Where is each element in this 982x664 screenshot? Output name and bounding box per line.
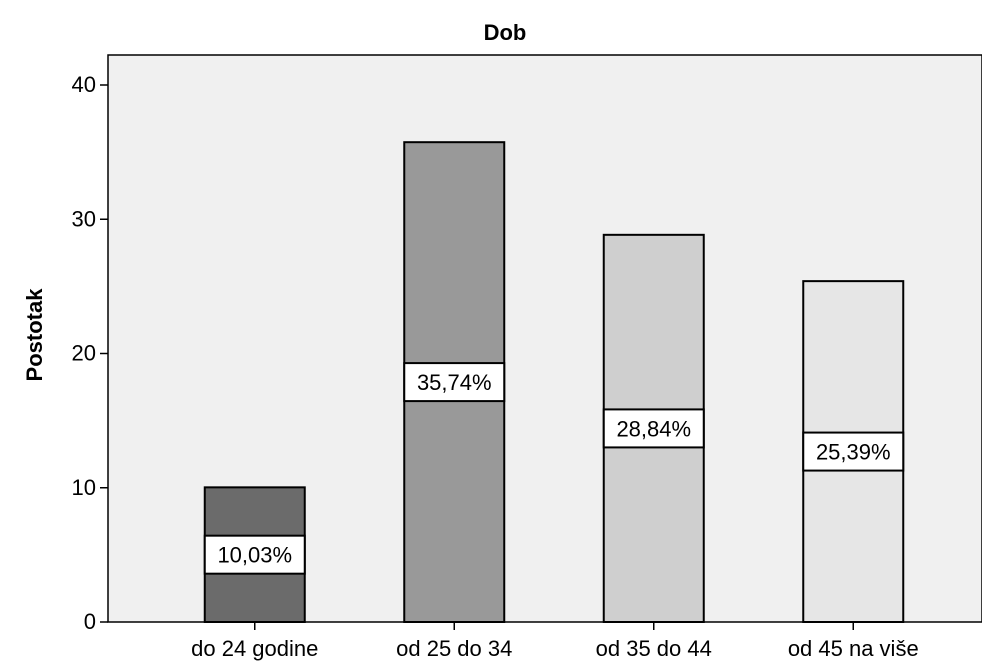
data-label: 25,39%: [816, 440, 891, 465]
chart-title: Dob: [484, 20, 527, 45]
y-tick-label: 0: [84, 609, 96, 634]
x-category-label: od 35 do 44: [596, 636, 712, 661]
x-category-label: do 24 godine: [191, 636, 318, 661]
y-tick-label: 10: [72, 475, 96, 500]
data-label-box: [802, 431, 905, 472]
data-label: 28,84%: [616, 416, 691, 441]
data-label-box: [203, 534, 306, 575]
data-labels: 10,03% 35,74% 28,84% 25,39%: [203, 362, 905, 575]
y-tick-label: 20: [72, 341, 96, 366]
x-axis: do 24 godine od 25 do 34 od 35 do 44 od 45 …: [191, 622, 919, 661]
data-label: 10,03%: [217, 543, 292, 568]
x-category-label: od 45 na više: [788, 636, 919, 661]
data-label-box: [403, 362, 506, 403]
data-label-box: [602, 408, 705, 449]
y-axis-label: Postotak: [22, 288, 47, 382]
y-axis: 0 10 20 30 40: [72, 72, 108, 634]
y-tick-label: 40: [72, 72, 96, 97]
data-label: 35,74%: [417, 370, 492, 395]
y-tick-label: 30: [72, 206, 96, 231]
x-category-label: od 25 do 34: [396, 636, 512, 661]
